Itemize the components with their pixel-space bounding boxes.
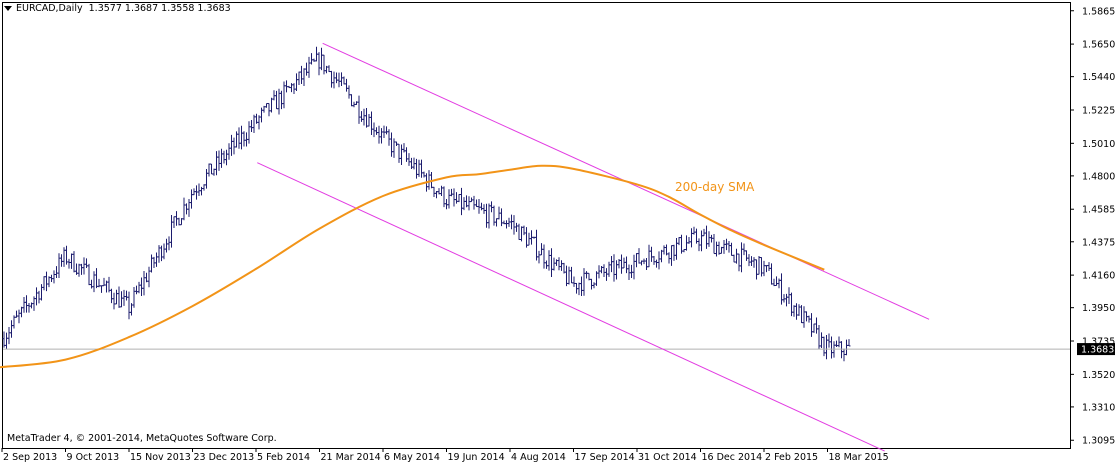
x-tick-label: 2 Feb 2015 xyxy=(765,452,818,463)
y-tick-label: 1.4800 xyxy=(1082,171,1115,182)
y-tick-label: 1.3310 xyxy=(1082,402,1115,413)
x-tick-label: 19 Jun 2014 xyxy=(448,452,505,463)
x-tick-label: 4 Aug 2014 xyxy=(511,452,566,463)
x-tick-label: 6 May 2014 xyxy=(384,452,440,463)
y-tick-label: 1.4160 xyxy=(1082,271,1115,282)
symbol-timeframe: EURCAD,Daily xyxy=(16,3,83,14)
y-tick-label: 1.3520 xyxy=(1082,370,1115,381)
x-tick-label: 2 Sep 2013 xyxy=(3,452,57,463)
x-tick-label: 31 Oct 2014 xyxy=(638,452,697,463)
y-tick-label: 1.5010 xyxy=(1082,139,1115,150)
y-tick-label: 1.5865 xyxy=(1082,6,1115,17)
y-tick-label: 1.4375 xyxy=(1082,237,1115,248)
x-tick-label: 9 Oct 2013 xyxy=(67,452,120,463)
x-axis: 2 Sep 2013 9 Oct 2013 15 Nov 2013 23 Dec 20… xyxy=(1,448,889,463)
price-tag-box xyxy=(1077,343,1115,356)
y-tick-label: 1.3950 xyxy=(1082,303,1115,314)
x-tick-label: 17 Sep 2014 xyxy=(575,452,635,463)
y-tick-label: 1.5225 xyxy=(1082,105,1115,116)
x-tick-label: 21 Mar 2014 xyxy=(321,452,381,463)
channel-line xyxy=(257,162,885,452)
y-tick-label: 1.4585 xyxy=(1082,205,1115,216)
plot-frame xyxy=(2,2,1071,449)
y-tick-label: 1.3735 xyxy=(1082,337,1115,348)
x-tick-label: 18 Mar 2015 xyxy=(829,452,889,463)
y-axis: 1.5865 1.5650 1.5440 1.5225 1.5010 1.4800 1.45… xyxy=(1070,6,1115,447)
ohlc-bars xyxy=(2,46,851,362)
chart-header: EURCAD,Daily 1.3577 1.3687 1.3558 1.3683 xyxy=(16,3,231,14)
x-tick-label: 15 Nov 2013 xyxy=(130,452,191,463)
x-tick-label: 16 Dec 2014 xyxy=(702,452,763,463)
copyright-text: MetaTrader 4, © 2001-2014, MetaQuotes So… xyxy=(7,433,277,444)
price-tag-label: 1.3683 xyxy=(1081,345,1114,356)
x-tick-label: 5 Feb 2014 xyxy=(257,452,310,463)
y-tick-label: 1.5650 xyxy=(1082,40,1115,51)
y-tick-label: 1.3095 xyxy=(1082,436,1115,447)
overlays: 1.3683 xyxy=(0,42,1115,452)
current-price-tag: 1.3683 xyxy=(1077,343,1115,356)
y-tick-label: 1.5440 xyxy=(1082,72,1115,83)
sma-annotation-label: 200-day SMA xyxy=(675,180,755,194)
chart-menu-arrow-icon[interactable] xyxy=(4,6,12,11)
sma-200-line xyxy=(0,164,825,369)
x-tick-label: 23 Dec 2013 xyxy=(194,452,255,463)
ohlc-values: 1.3577 1.3687 1.3558 1.3683 xyxy=(88,3,231,14)
